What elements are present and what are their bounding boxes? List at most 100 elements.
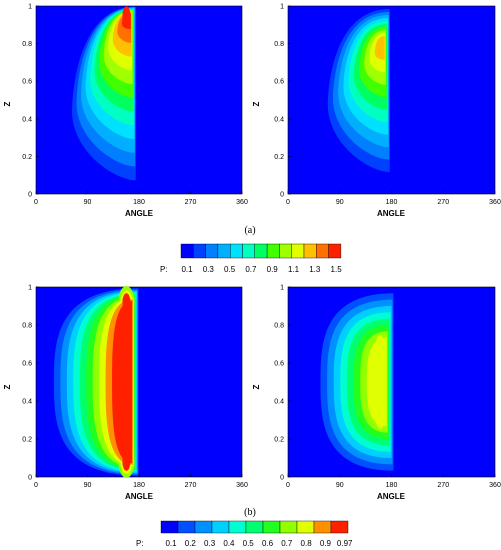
colorbar-cell [193,243,206,259]
panel-label-b: (b) [244,507,256,518]
colorbar-label: 0.7 [281,539,293,548]
colorbar-b-labels: 0.1 0.2 0.3 0.4 0.5 0.6 0.7 0.8 0.9 0.97 [165,539,353,548]
colorbar-cell [279,243,292,259]
colorbar-label: 0.2 [185,539,197,548]
contours-a-left [72,6,136,181]
y-tick-label: 0.2 [274,437,284,444]
ticks-a-right: 0 90 180 270 360 0 0.2 0.4 0.6 0.8 1 [274,4,501,207]
contours-a-right [327,9,390,173]
y-tick-label: 0.4 [274,399,284,406]
colorbar-cell [245,520,264,534]
y-tick-label: 0 [280,475,284,482]
colorbar-a: P: 0.1 0.3 0.5 0.7 0.9 1.1 1.3 1.5 [160,243,342,274]
colorbar-label: 0.5 [224,265,236,274]
colorbar-label: 0.3 [204,539,216,548]
y-tick-label: 0.6 [22,79,32,86]
x-tick-label: 360 [489,199,501,206]
x-tick-label: 90 [336,199,344,206]
y-tick-label: 0 [280,192,284,199]
plot-b-right: 0 90 180 270 360 0 0.2 0.4 0.6 0.8 1 ANGLE Z [252,285,501,502]
y-tick-label: 0 [28,192,32,199]
colorbar-cell [291,243,305,259]
x-tick-label: 90 [336,482,344,489]
peak-contour [376,335,384,353]
colorbar-cell [254,243,268,259]
plot-a-left: 0 90 180 270 360 0 0.2 0.4 0.6 0.8 1 ANGLE Z [3,4,248,219]
colorbar-label: 1.1 [288,265,300,274]
peak-contour [122,6,131,25]
y-tick-label: 0.4 [22,116,32,123]
colorbar-b-title: P: [136,539,144,548]
y-tick-label: 0.6 [274,361,284,368]
peak-contour [376,411,384,429]
x-tick-label: 90 [84,482,92,489]
y-tick-label: 0.6 [274,79,284,86]
y-tick-label: 0.4 [274,116,284,123]
colorbar-b: P: 0.1 0.2 0.3 0.4 0.5 0.6 0.7 0.8 0.9 0.97 [136,520,353,548]
y-tick-label: 0.6 [22,361,32,368]
colorbar-cell [266,243,280,259]
panel-label-a: (a) [244,225,255,236]
colorbar-label: 0.8 [301,539,313,548]
x-tick-label: 90 [84,199,92,206]
colorbar-cell [194,520,213,534]
ticks-b-left: 0 90 180 270 360 0 0.2 0.4 0.6 0.8 1 [22,285,248,490]
colorbar-a-labels: 0.1 0.3 0.5 0.7 0.9 1.1 1.3 1.5 [181,265,342,274]
x-tick-label: 0 [286,482,290,489]
colorbar-cell [229,243,243,259]
y-tick-label: 0.8 [274,323,284,330]
plot-area-a-right [287,5,496,195]
colorbar-cell [180,243,194,259]
y-tick-label: 0.2 [22,154,32,161]
y-axis-label: Z [252,384,261,389]
y-tick-label: 0.2 [274,154,284,161]
colorbar-cell [205,243,219,259]
x-tick-label: 270 [437,482,449,489]
x-tick-label: 270 [437,199,449,206]
colorbar-a-cells [180,243,342,259]
colorbar-label: 0.9 [320,539,332,548]
contour-band [112,300,133,464]
x-tick-label: 360 [236,482,248,489]
colorbar-label: 0.6 [262,539,274,548]
x-tick-label: 180 [386,482,398,489]
colorbar-cell [279,520,298,534]
contour-band [366,337,387,427]
y-tick-label: 0.8 [274,41,284,48]
x-tick-label: 0 [286,199,290,206]
colorbar-cell [211,520,230,534]
x-tick-label: 180 [133,482,145,489]
colorbar-cell [177,520,196,534]
y-tick-label: 1 [28,285,32,292]
x-axis-label: ANGLE [377,492,406,501]
x-axis-label: ANGLE [125,492,154,501]
colorbar-cell [303,243,317,259]
colorbar-label: 0.5 [243,539,255,548]
colorbar-label: 1.3 [309,265,321,274]
colorbar-label: 0.3 [203,265,215,274]
ticks-a-left: 0 90 180 270 360 0 0.2 0.4 0.6 0.8 1 [22,4,248,207]
ticks-b-right: 0 90 180 270 360 0 0.2 0.4 0.6 0.8 1 [274,285,501,490]
y-tick-label: 0.4 [22,399,32,406]
colorbar-cell [328,243,342,259]
peak-contour [122,293,131,312]
y-tick-label: 1 [280,285,284,292]
colorbar-label: 0.9 [267,265,279,274]
colorbar-label: 0.4 [223,539,235,548]
colorbar-cell [242,243,256,259]
plot-b-left: 0 90 180 270 360 0 0.2 0.4 0.6 0.8 1 ANGLE Z [3,285,248,502]
x-tick-label: 270 [185,482,197,489]
x-tick-label: 180 [133,199,145,206]
colorbar-b-cells [160,520,349,534]
colorbar-a-title: P: [160,265,168,274]
y-tick-label: 0.8 [22,323,32,330]
colorbar-cell [160,520,179,534]
y-tick-label: 1 [28,4,32,11]
colorbar-cell [330,520,349,534]
x-tick-label: 360 [236,199,248,206]
colorbar-cell [217,243,231,259]
peak-contour [122,452,131,471]
x-tick-label: 360 [489,482,501,489]
colorbar-label: 1.5 [331,265,343,274]
